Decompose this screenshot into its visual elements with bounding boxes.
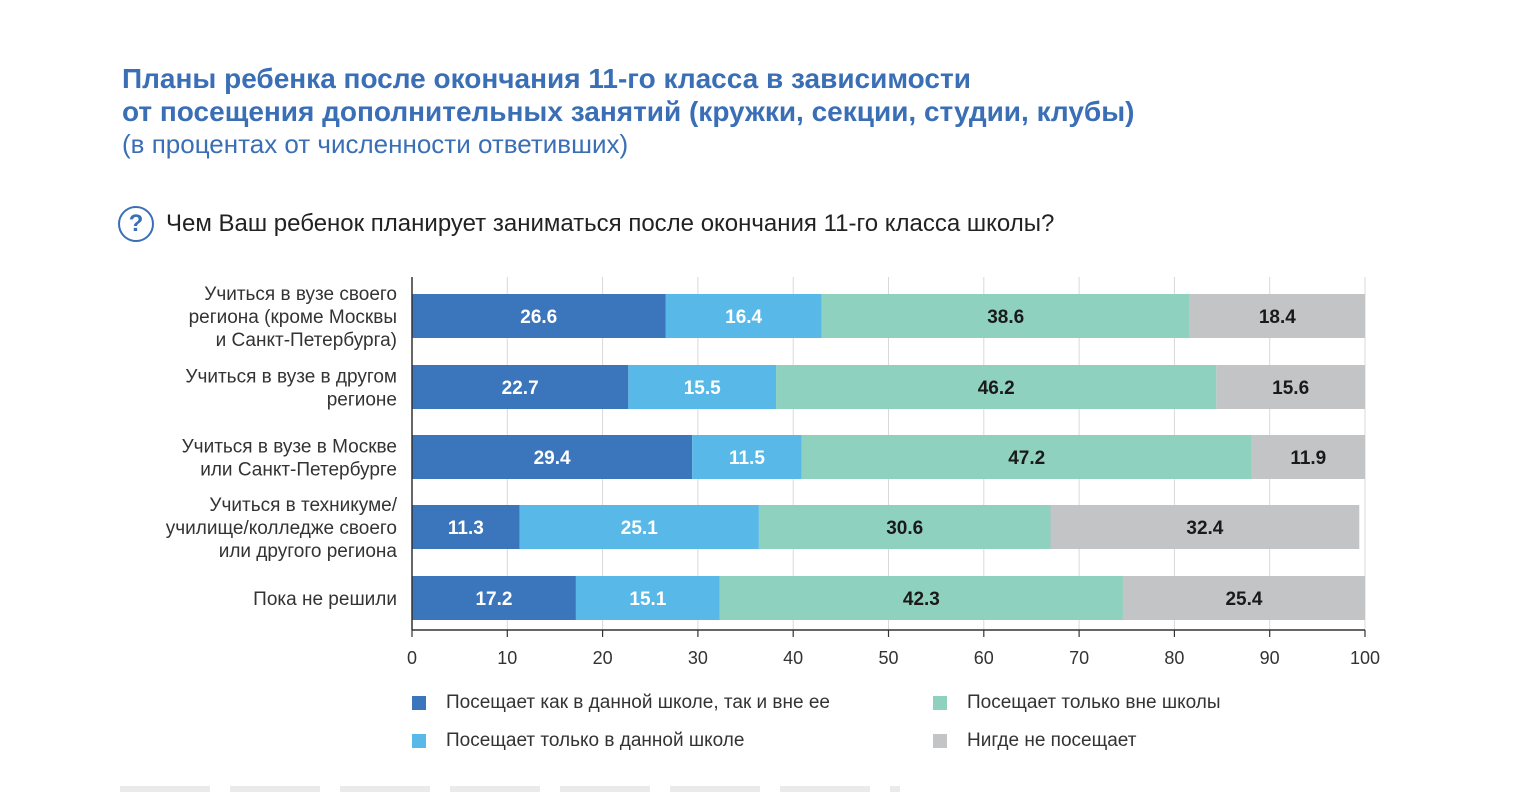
legend-item-outside-only: Посещает только вне школы (933, 692, 1221, 714)
x-tick-label: 40 (783, 648, 803, 668)
data-label: 47.2 (1008, 448, 1045, 469)
x-tick-label: 80 (1164, 648, 1184, 668)
bar-segment (719, 576, 1123, 620)
data-label: 26.6 (520, 307, 557, 328)
legend-swatch-school-only (412, 734, 426, 748)
question-mark-icon: ? (118, 206, 154, 242)
title-line-2: от посещения дополнительных занятий (кру… (122, 96, 1135, 127)
data-label: 29.4 (534, 448, 571, 469)
x-tick-label: 70 (1069, 648, 1089, 668)
legend-item-both: Посещает как в данной школе, так и вне е… (412, 692, 830, 714)
bar-segment (1251, 435, 1365, 479)
category-label: училище/колледже своего (166, 518, 397, 539)
legend-label-both: Посещает как в данной школе, так и вне е… (446, 692, 830, 713)
data-label: 18.4 (1259, 307, 1296, 328)
category-label: Учиться в вузе в другом (185, 367, 397, 388)
category-label: Учиться в вузе своего (204, 284, 397, 305)
data-label: 38.6 (987, 307, 1024, 328)
footer-source-faded (120, 786, 900, 792)
bar-segment (1216, 365, 1365, 409)
category-label: Учиться в техникуме/ (209, 495, 397, 516)
bar-segment (801, 435, 1252, 479)
bar-segment (758, 505, 1051, 549)
chart-title: Планы ребенка после окончания 11-го клас… (122, 62, 1134, 161)
data-label: 15.5 (684, 378, 721, 399)
bar-segment (1189, 294, 1365, 338)
bar-segment (412, 435, 693, 479)
data-label: 11.3 (448, 518, 484, 539)
x-tick-label: 30 (688, 648, 708, 668)
bar-segment (628, 365, 777, 409)
legend-label-school-only: Посещает только в данной школе (446, 730, 745, 751)
category-label: или Санкт-Петербурге (200, 460, 397, 481)
chart-subtitle: (в процентах от численности ответивших) (122, 129, 629, 159)
x-tick-label: 90 (1260, 648, 1280, 668)
category-label: Пока не решили (253, 589, 397, 610)
data-label: 15.1 (629, 589, 666, 610)
legend-label-none: Нигде не посещает (967, 730, 1137, 751)
title-line-1: Планы ребенка после окончания 11-го клас… (122, 63, 971, 94)
category-label: региона (кроме Москвы (189, 307, 397, 328)
question-text: Чем Ваш ребенок планирует заниматься пос… (166, 210, 1055, 237)
bar-segment (412, 576, 576, 620)
legend-label-outside-only: Посещает только вне школы (967, 692, 1221, 713)
bar-segment (665, 294, 822, 338)
legend-swatch-both (412, 696, 426, 710)
category-label: регионе (327, 390, 397, 411)
bar-segment (412, 294, 666, 338)
x-tick-label: 0 (407, 648, 417, 668)
category-label: Учиться в вузе в Москве (182, 437, 397, 458)
legend-item-none: Нигде не посещает (933, 730, 1136, 752)
x-tick-label: 100 (1350, 648, 1380, 668)
category-label: и Санкт-Петербурга) (216, 330, 397, 351)
bar-segment (1122, 576, 1365, 620)
data-label: 25.4 (1225, 589, 1262, 610)
bar-segment (821, 294, 1190, 338)
data-label: 25.1 (621, 518, 658, 539)
bar-segment (776, 365, 1217, 409)
x-tick-label: 20 (593, 648, 613, 668)
data-label: 11.5 (729, 448, 765, 469)
data-label: 17.2 (475, 589, 512, 610)
legend-swatch-none (933, 734, 947, 748)
data-label: 16.4 (725, 307, 762, 328)
legend: Посещает как в данной школе, так и вне е… (412, 692, 1312, 762)
bar-segment (412, 505, 520, 549)
survey-question: ? Чем Ваш ребенок планирует заниматься п… (118, 206, 1054, 242)
data-label: 22.7 (502, 378, 539, 399)
bar-segment (412, 365, 629, 409)
x-tick-label: 10 (497, 648, 517, 668)
category-label: или другого региона (219, 541, 398, 562)
data-label: 11.9 (1290, 448, 1326, 469)
bar-segment (692, 435, 802, 479)
legend-swatch-outside-only (933, 696, 947, 710)
data-label: 42.3 (903, 589, 940, 610)
data-label: 32.4 (1186, 518, 1223, 539)
bar-segment (575, 576, 720, 620)
bar-segment (1050, 505, 1360, 549)
legend-item-school-only: Посещает только в данной школе (412, 730, 744, 752)
bar-segment (519, 505, 759, 549)
x-tick-label: 60 (974, 648, 994, 668)
data-label: 46.2 (978, 378, 1015, 399)
x-tick-label: 50 (878, 648, 898, 668)
data-label: 30.6 (886, 518, 923, 539)
data-label: 15.6 (1272, 378, 1309, 399)
